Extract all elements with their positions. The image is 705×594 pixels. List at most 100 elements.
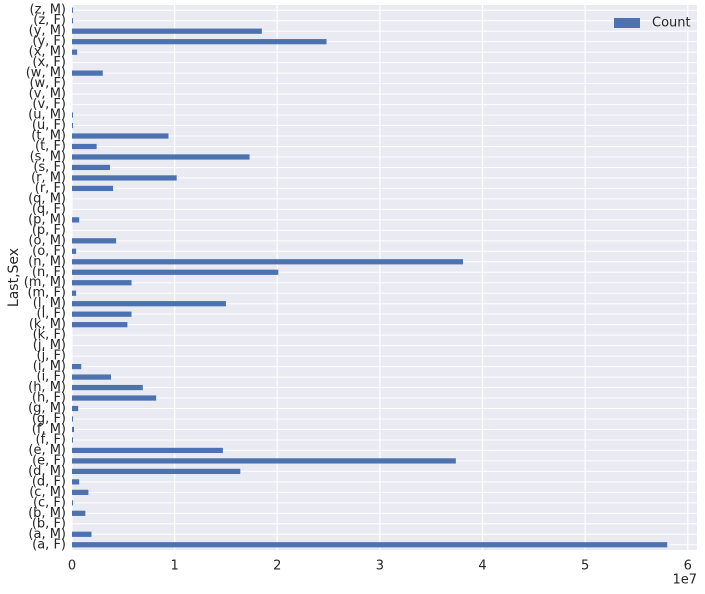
y-tick-label: (b, M) — [28, 506, 66, 521]
bar — [72, 133, 169, 139]
y-tick-label: (g, M) — [28, 401, 66, 416]
bar — [72, 143, 97, 150]
y-tick-label: (w, F) — [29, 76, 66, 91]
y-tick-label: (a, M) — [28, 527, 66, 542]
y-tick-label: (o, M) — [28, 233, 66, 248]
y-tick-label: (j, F) — [37, 349, 67, 364]
y-tick-label: (f, F) — [36, 432, 66, 447]
y-tick-label: (r, F) — [35, 181, 66, 196]
y-tick-label: (b, F) — [32, 516, 66, 531]
y-tick-label: (p, F) — [32, 223, 66, 238]
y-tick-label: (y, F) — [32, 34, 66, 49]
bar — [72, 39, 327, 45]
y-tick-label: (u, F) — [32, 118, 66, 133]
y-tick-label: (v, M) — [29, 87, 66, 102]
y-tick-label: (a, F) — [32, 537, 66, 552]
bar — [72, 164, 110, 171]
y-tick-label: (u, M) — [28, 108, 66, 123]
y-tick-label: (l, M) — [33, 296, 66, 311]
plot-area — [72, 5, 697, 550]
bar — [72, 510, 86, 516]
bar — [72, 363, 82, 370]
y-tick-label: (m, M) — [24, 275, 66, 290]
bar — [72, 259, 464, 265]
bar — [72, 49, 78, 55]
bar — [72, 301, 226, 307]
y-axis-label: Last,Sex — [6, 248, 22, 307]
bar — [72, 7, 74, 13]
bar — [72, 18, 74, 24]
bar — [72, 185, 114, 192]
y-tick-label: (x, M) — [29, 45, 66, 60]
x-tick-label: 0 — [68, 559, 76, 574]
y-tick-label: (d, M) — [28, 464, 66, 479]
y-tick-label: (e, M) — [28, 443, 66, 458]
x-tick-label: 2 — [273, 559, 281, 574]
y-tick-label: (j, M) — [33, 338, 66, 353]
bar — [72, 248, 77, 254]
y-tick-label: (h, F) — [32, 391, 66, 406]
bar — [72, 395, 157, 401]
bar — [72, 175, 177, 181]
y-tick-label: (n, F) — [32, 265, 66, 280]
bar — [72, 122, 74, 129]
y-tick-label: (p, M) — [28, 212, 66, 227]
y-tick-label: (e, F) — [32, 453, 66, 468]
bar — [72, 290, 77, 296]
bar — [72, 238, 117, 244]
x-tick-label: 5 — [581, 559, 589, 574]
y-tick-label: (c, M) — [29, 485, 66, 500]
bar — [72, 447, 223, 454]
y-tick-label: (r, M) — [31, 170, 66, 185]
x-offset-label: 1e7 — [672, 573, 697, 588]
y-tick-label: (q, F) — [32, 202, 66, 217]
x-tick-label: 6 — [684, 559, 692, 574]
bar — [72, 531, 92, 537]
y-tick-label: (h, M) — [28, 380, 66, 395]
y-tick-label: (l, F) — [37, 307, 67, 322]
bar — [72, 311, 132, 317]
bar — [72, 416, 74, 422]
y-tick-label: (t, F) — [35, 139, 66, 154]
bar — [72, 437, 74, 443]
bar — [72, 112, 74, 118]
y-tick-label: (s, F) — [33, 160, 66, 175]
y-tick-label: (d, F) — [32, 474, 66, 489]
legend-swatch — [614, 18, 640, 28]
bar — [72, 500, 74, 506]
bar — [72, 458, 456, 464]
y-tick-label: (o, F) — [32, 244, 66, 259]
bar — [72, 322, 128, 328]
bar — [72, 280, 132, 286]
y-tick-label: (i, F) — [37, 370, 67, 385]
bar — [72, 269, 279, 275]
bar — [72, 468, 241, 475]
y-tick-label: (q, M) — [28, 191, 66, 206]
y-tick-label: (f, M) — [32, 422, 66, 437]
legend-label: Count — [652, 16, 691, 31]
y-tick-label: (i, M) — [33, 359, 66, 374]
bar — [72, 479, 80, 485]
y-tick-label: (k, F) — [33, 328, 66, 343]
y-tick-label: (z, M) — [30, 3, 66, 18]
y-tick-label: (z, F) — [33, 13, 66, 28]
y-tick-label: (k, M) — [29, 317, 66, 332]
bar — [72, 405, 79, 412]
y-tick-label: (g, F) — [32, 411, 66, 426]
bar — [72, 384, 143, 391]
bar — [72, 542, 668, 548]
x-tick-label: 4 — [478, 559, 486, 574]
y-tick-label: (m, F) — [27, 286, 66, 301]
bar — [72, 154, 250, 160]
y-tick-label: (x, F) — [32, 55, 66, 70]
bar — [72, 28, 262, 34]
bar — [72, 374, 111, 380]
bar — [72, 217, 80, 223]
y-tick-label: (w, M) — [26, 66, 66, 81]
bar — [72, 489, 89, 495]
y-tick-label: (v, F) — [32, 97, 66, 112]
y-tick-label: (t, M) — [31, 129, 66, 144]
y-tick-label: (c, F) — [33, 495, 66, 510]
x-tick-label: 1 — [170, 559, 178, 574]
